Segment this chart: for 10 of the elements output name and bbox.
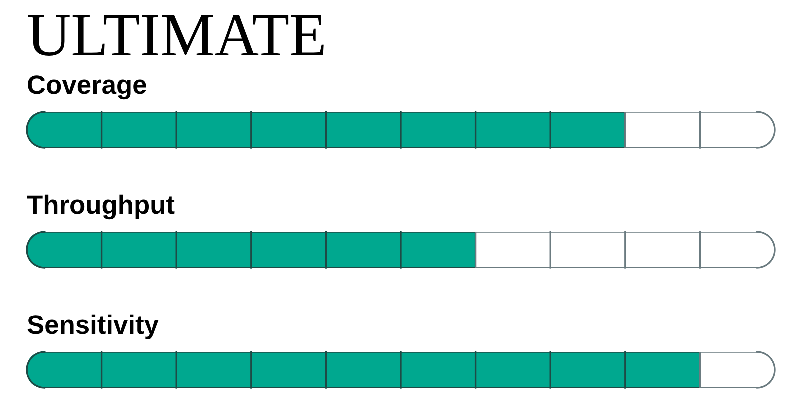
bar [624,112,775,148]
chart-title: ULTIMATE [28,15,324,56]
bar [27,352,702,388]
bar [474,232,775,268]
bar [27,232,477,268]
bar [699,352,775,388]
y-tick-label: Throughput [27,194,175,220]
y-tick-label: Coverage [28,76,146,100]
bar [27,112,626,148]
y-tick-label: Sensitivity [28,314,159,340]
